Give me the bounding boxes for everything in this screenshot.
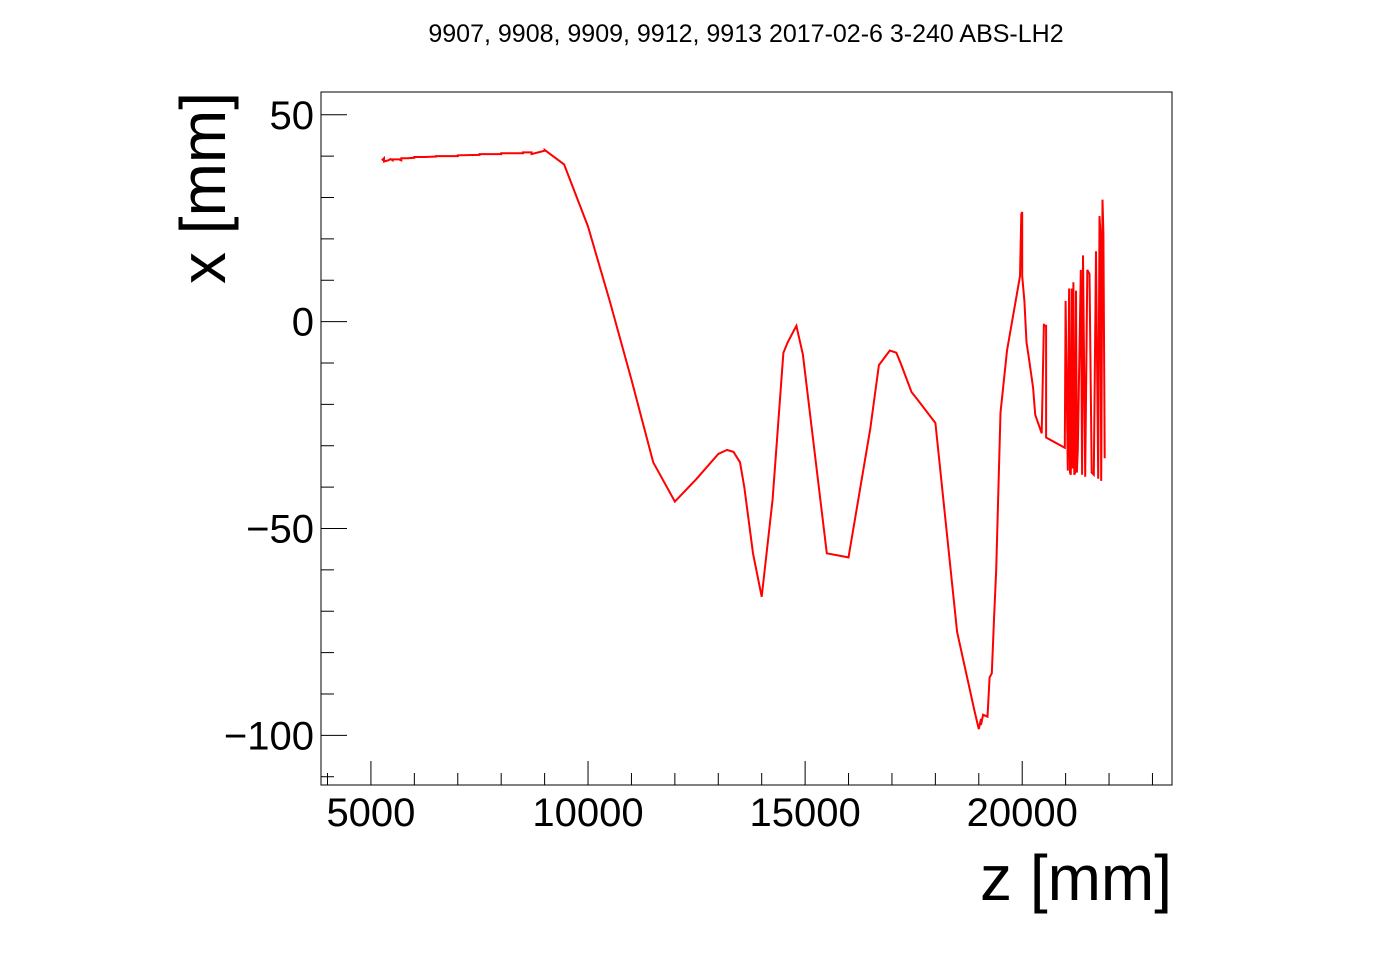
x-tick-label: 5000 [326,791,415,835]
x-tick-label: 15000 [749,791,860,835]
chart-marks [381,147,1106,730]
y-tick-label: 50 [270,94,315,138]
y-axis-ticks: 50 0 −50 −100 [224,94,347,778]
x-tick-label: 20000 [967,791,1078,835]
y-axis-title: x [mm] [167,92,239,284]
x-tick-label: 10000 [532,791,643,835]
series-line-0 [381,147,1106,730]
chart-title: 9907, 9908, 9909, 9912, 9913 2017-02-6 3… [428,20,1063,48]
plot-frame [320,91,1173,786]
y-tick-label: 0 [292,301,314,345]
x-axis-ticks: 5000 10000 15000 20000 [326,761,1153,835]
y-tick-label: −50 [246,507,314,551]
y-tick-label: −100 [224,714,314,758]
x-axis-title: z [mm] [980,842,1172,914]
